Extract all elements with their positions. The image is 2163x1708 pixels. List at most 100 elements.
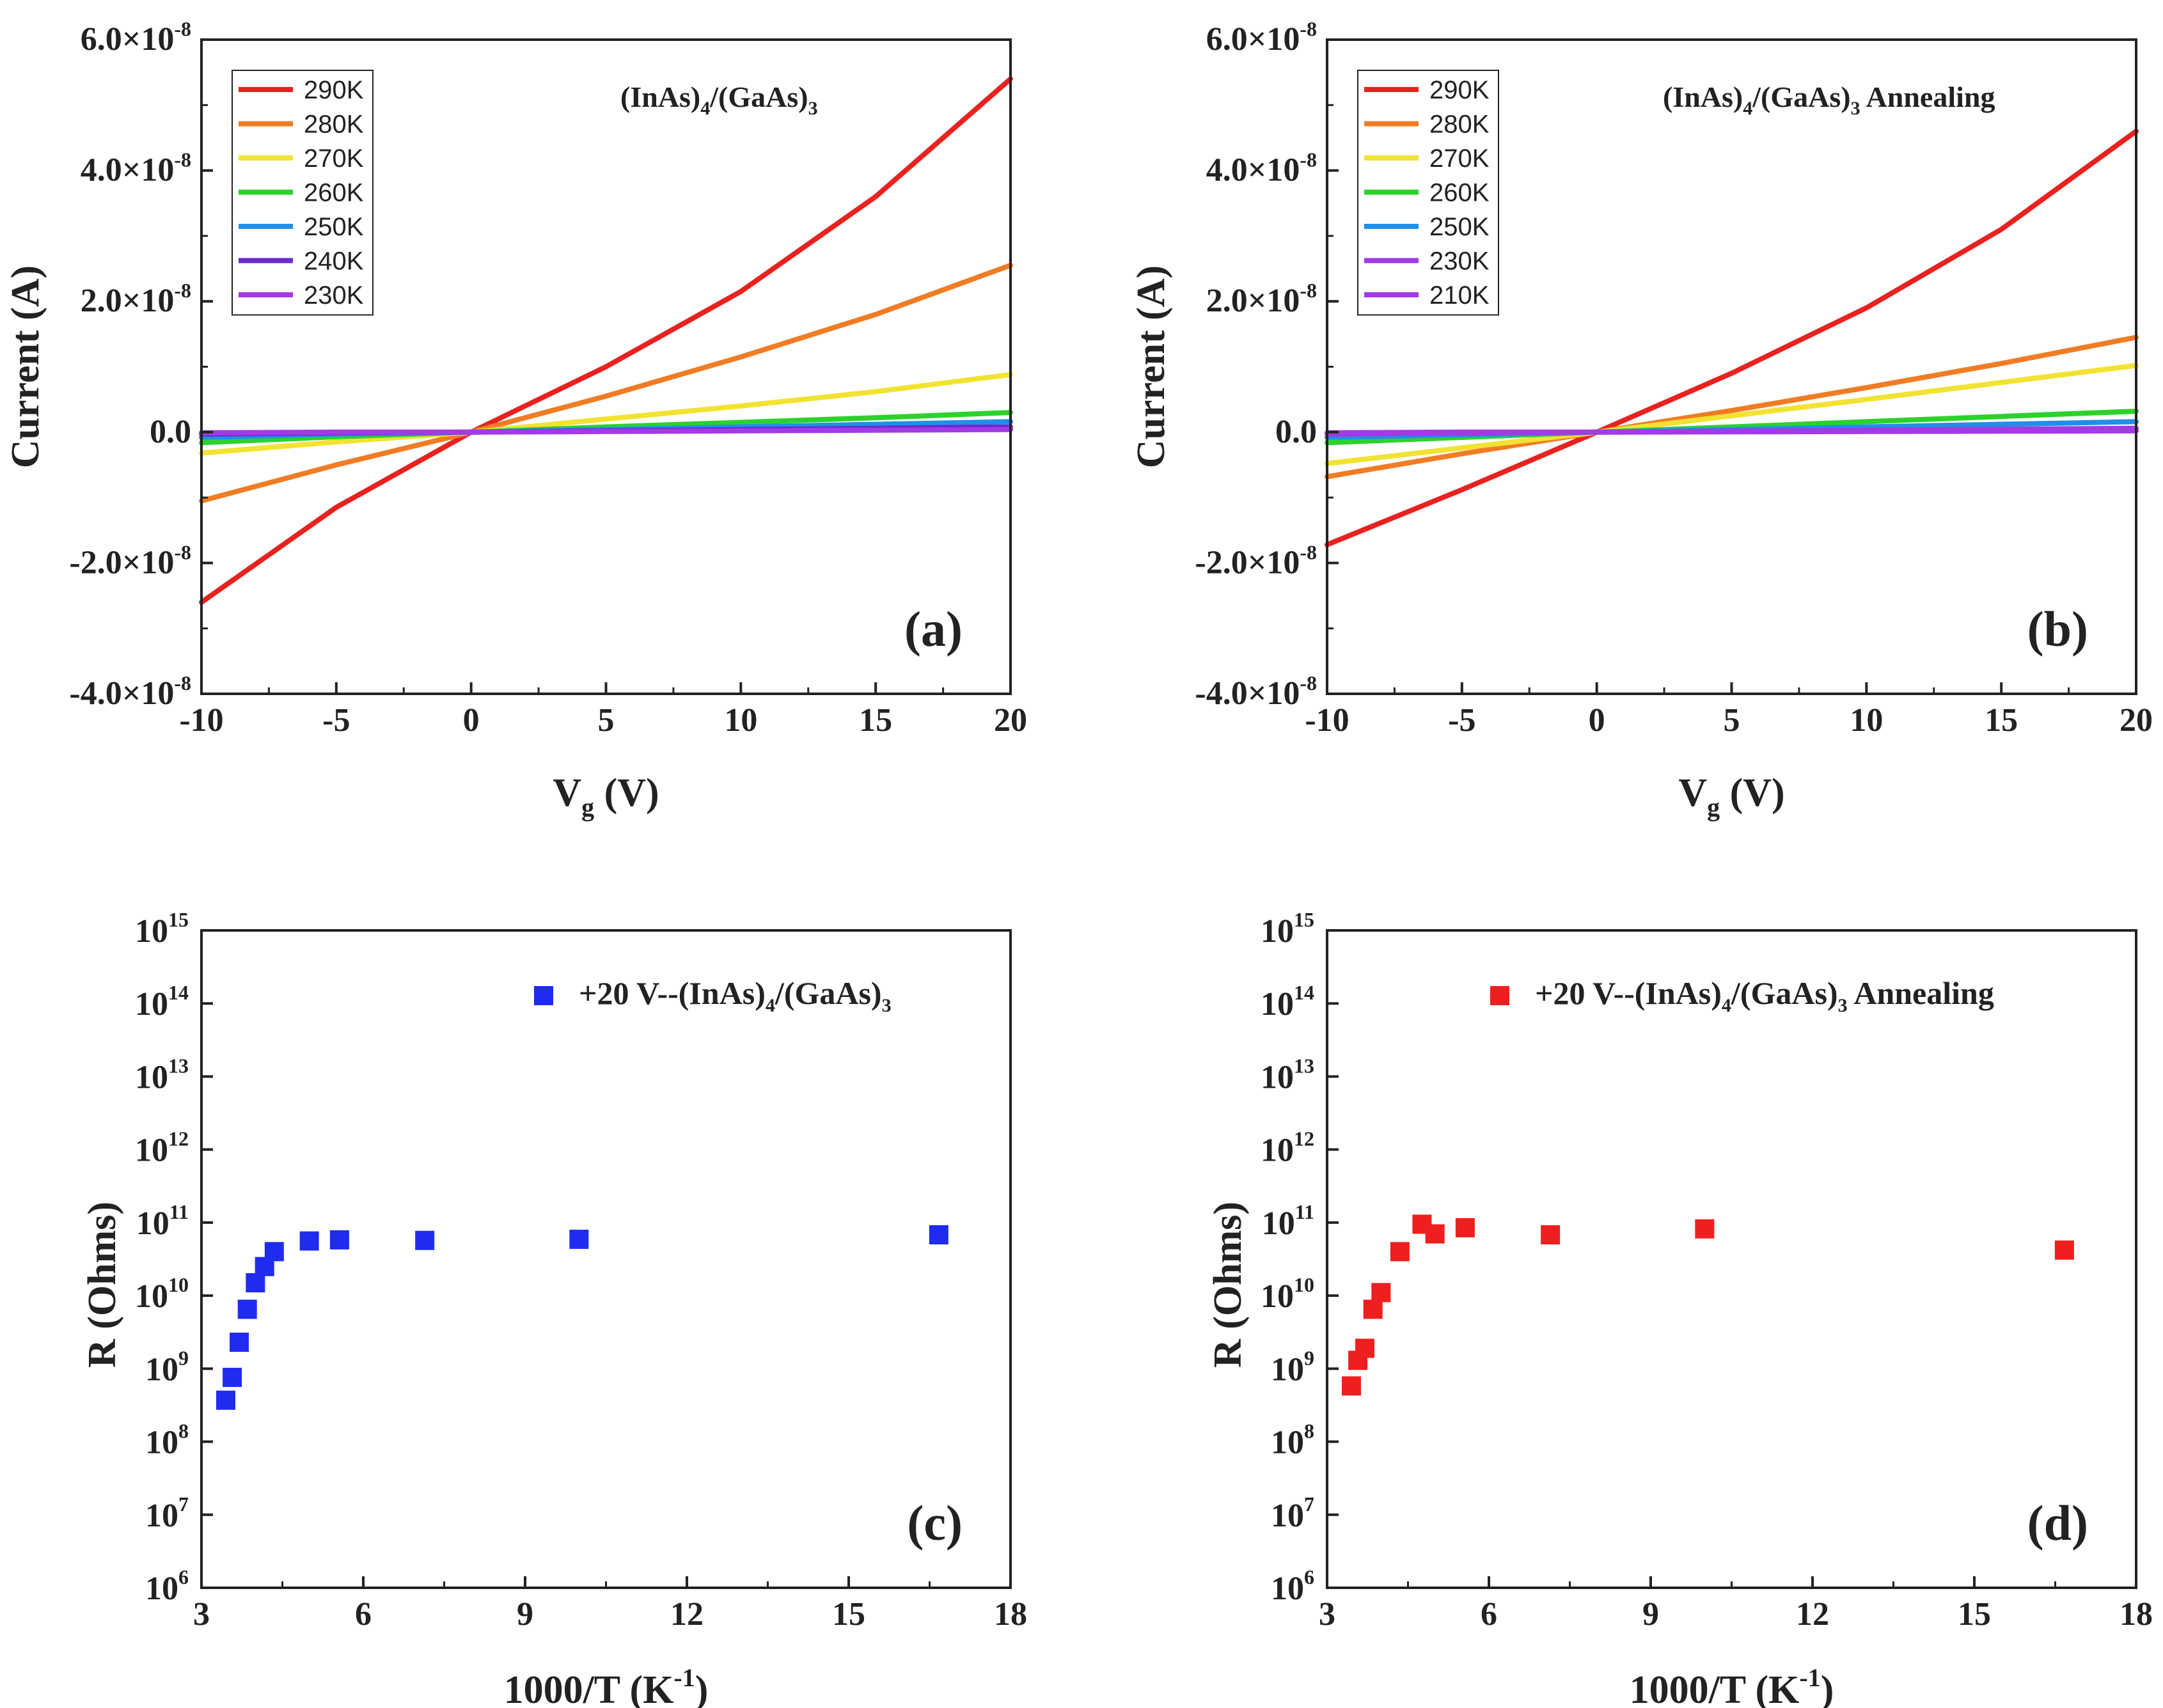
- y-tick-label: 4.0×10-8: [1206, 148, 1317, 189]
- series-line-260K: [1325, 409, 2139, 446]
- legend-label: 280K: [304, 111, 364, 139]
- data-point: [1541, 1225, 1561, 1245]
- data-point: [1390, 1242, 1410, 1262]
- data-point: [299, 1231, 319, 1251]
- legend-label: 260K: [1429, 179, 1490, 207]
- x-tick-label: 12: [1796, 1596, 1829, 1633]
- x-tick-label: 3: [1319, 1596, 1335, 1633]
- series-line-290K: [1325, 129, 2139, 547]
- chart-title: (InAs)4/(GaAs)3: [620, 81, 818, 119]
- data-point: [569, 1230, 589, 1250]
- data-point: [237, 1299, 257, 1319]
- legend-label: 240K: [304, 247, 364, 276]
- y-tick-label: 107: [145, 1493, 189, 1534]
- legend-label: 260K: [304, 179, 364, 207]
- legend-label: 290K: [1429, 76, 1490, 104]
- data-point: [929, 1225, 948, 1245]
- panel-label: (b): [2027, 601, 2088, 657]
- y-tick-label: 106: [1271, 1565, 1314, 1607]
- y-tick-label: 1012: [135, 1127, 189, 1169]
- data-point: [1455, 1218, 1475, 1237]
- y-tick-label: 2.0×10-8: [81, 279, 191, 319]
- series-line-270K: [199, 372, 1013, 456]
- x-tick-label: -10: [179, 702, 223, 739]
- y-axis-label: Current (A): [1129, 265, 1173, 468]
- x-axis-label: Vg (V): [553, 771, 659, 822]
- series-line-230K: [199, 427, 1013, 435]
- x-tick-label: 18: [2120, 1596, 2153, 1633]
- legend-label: 250K: [1429, 213, 1490, 241]
- y-tick-label: -4.0×10-8: [1195, 671, 1317, 712]
- x-tick-label: 10: [724, 702, 757, 739]
- x-tick-label: 3: [193, 1596, 210, 1633]
- legend-label: 230K: [304, 281, 364, 309]
- y-tick-label: 107: [1271, 1493, 1314, 1534]
- y-tick-label: 108: [1271, 1420, 1314, 1461]
- x-tick-label: 0: [1589, 702, 1605, 739]
- y-tick-label: 1013: [135, 1054, 189, 1095]
- y-axis-label: R (Ohms): [1206, 1202, 1250, 1368]
- legend-label: 210K: [1429, 281, 1490, 309]
- x-tick-label: 6: [355, 1596, 372, 1633]
- legend-label: 290K: [304, 76, 364, 104]
- y-tick-label: 4.0×10-8: [81, 148, 191, 189]
- x-tick-label: -5: [1448, 702, 1475, 739]
- y-tick-label: 1015: [1261, 908, 1314, 950]
- legend-label: 280K: [1429, 111, 1490, 139]
- plot-frame: [1326, 929, 2137, 1589]
- y-tick-label: 2.0×10-8: [1206, 279, 1317, 319]
- data-point: [1363, 1299, 1383, 1319]
- chart-panel-c: 3 6 9 12 15 18 106 107 108 109 1010 1011 1012 1013 101…: [81, 908, 1027, 1708]
- y-axis-label: R (Ohms): [81, 1202, 124, 1368]
- legend-label: 250K: [304, 213, 364, 241]
- x-tick-label: 6: [1481, 1596, 1497, 1633]
- series-line-270K: [1325, 363, 2139, 466]
- x-axis-label: 1000/T (K-1): [1630, 1663, 1834, 1708]
- legend-label: 230K: [1429, 247, 1490, 276]
- panel-label: (d): [2027, 1495, 2088, 1551]
- x-tick-label: 20: [994, 702, 1027, 739]
- y-tick-label: 108: [145, 1420, 189, 1461]
- y-tick-label: 109: [1271, 1346, 1314, 1388]
- chart-title: (InAs)4/(GaAs)3 Annealing: [1663, 81, 1995, 119]
- data-point: [264, 1242, 284, 1262]
- plot-frame: [200, 929, 1012, 1589]
- x-tick-label: 9: [1642, 1596, 1659, 1633]
- data-point: [223, 1367, 242, 1387]
- y-tick-label: 1014: [135, 981, 189, 1022]
- y-tick-label: 1011: [136, 1200, 189, 1242]
- legend-label: 270K: [304, 145, 364, 173]
- x-tick-label: 18: [994, 1596, 1027, 1633]
- x-tick-label: 10: [1850, 702, 1883, 739]
- data-point: [329, 1230, 349, 1250]
- panel-label: (c): [907, 1495, 963, 1551]
- y-axis-label: Current (A): [4, 265, 47, 468]
- x-axis-label: 1000/T (K-1): [504, 1663, 709, 1708]
- y-tick-label: 1011: [1262, 1200, 1314, 1242]
- y-tick-label: 1015: [135, 908, 189, 950]
- y-tick-label: 1010: [1261, 1273, 1314, 1315]
- legend-marker: [1490, 986, 1509, 1005]
- data-point: [1425, 1224, 1445, 1244]
- data-point: [2054, 1240, 2074, 1260]
- legend-label: +20 V--(InAs)4/(GaAs)3: [579, 975, 892, 1016]
- data-point: [230, 1333, 249, 1352]
- legend-label: +20 V--(InAs)4/(GaAs)3 Annealing: [1535, 975, 1994, 1016]
- y-tick-label: 0.0: [150, 414, 191, 450]
- x-tick-label: 15: [1958, 1596, 1991, 1633]
- y-tick-label: 109: [145, 1346, 189, 1388]
- data-point: [1695, 1219, 1715, 1239]
- x-tick-label: 15: [832, 1596, 865, 1633]
- x-tick-label: 0: [463, 702, 480, 739]
- x-tick-label: -10: [1305, 702, 1349, 739]
- series-line-210K: [1325, 428, 2139, 435]
- y-tick-label: 1013: [1261, 1054, 1314, 1095]
- series-line-260K: [199, 410, 1013, 446]
- chart-panel-a: -10 -5 0 5 10 15 20 -4.0×10-8 -2.0×10-8 0.0 2.0×10…: [4, 17, 1027, 822]
- data-point: [1341, 1376, 1361, 1396]
- chart-panel-d: 3 6 9 12 15 18 106 107 108 109 1010 1011 1012 1013 101…: [1206, 908, 2153, 1708]
- data-point: [1355, 1338, 1375, 1358]
- y-tick-label: -4.0×10-8: [69, 671, 191, 712]
- y-tick-label: 1010: [135, 1273, 189, 1315]
